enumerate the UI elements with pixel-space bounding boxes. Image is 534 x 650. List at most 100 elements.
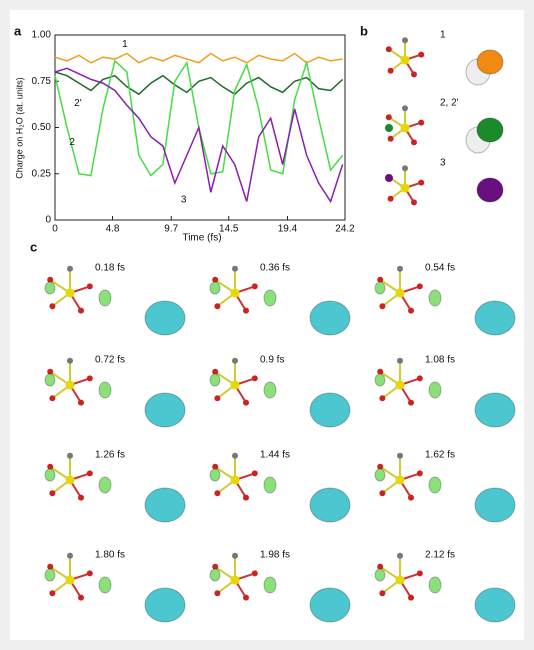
orbital	[428, 576, 442, 594]
atom	[212, 368, 219, 375]
orbital	[144, 487, 186, 523]
atom	[385, 46, 392, 53]
orbital	[98, 381, 112, 399]
x-tick-label: 0	[52, 224, 58, 235]
y-axis-label: Charge on H₂O (at. units)	[14, 77, 24, 179]
figure-panel	[10, 10, 524, 640]
y-tick-label: 0	[45, 215, 51, 226]
orbital	[44, 373, 56, 387]
orbital	[263, 576, 277, 594]
frame-time: 1.62 fs	[425, 450, 455, 461]
structure-label: 2, 2'	[440, 98, 459, 109]
atom	[377, 368, 384, 375]
atom	[230, 475, 240, 485]
atom	[408, 494, 414, 501]
atom	[395, 288, 405, 298]
atom	[411, 139, 417, 146]
atom	[395, 575, 405, 585]
line-series	[54, 67, 344, 204]
atom	[232, 452, 238, 459]
atom	[49, 303, 56, 310]
orbital	[428, 476, 442, 494]
orbital	[144, 300, 186, 336]
atom	[67, 452, 73, 459]
atom	[418, 179, 425, 186]
orbital	[309, 487, 351, 523]
orbital	[428, 289, 442, 307]
frame-time: 2.12 fs	[425, 550, 455, 561]
atom	[214, 303, 221, 310]
orbital	[44, 568, 56, 582]
atom	[67, 265, 73, 272]
orbital	[474, 300, 516, 336]
atom	[49, 490, 56, 497]
orbital	[263, 289, 277, 307]
x-tick-label: 9.7	[164, 224, 178, 235]
orbital	[309, 392, 351, 428]
atom	[408, 307, 414, 314]
atom	[86, 283, 93, 290]
orbital	[263, 476, 277, 494]
atom	[230, 575, 240, 585]
x-axis-label: Time (fs)	[182, 233, 221, 244]
x-tick-label: 14.5	[219, 224, 239, 235]
atom	[377, 276, 384, 283]
atom	[379, 303, 386, 310]
atom	[251, 283, 258, 290]
atom	[47, 276, 54, 283]
atom	[214, 395, 221, 402]
frame-time: 0.9 fs	[260, 355, 284, 366]
atom	[49, 395, 56, 402]
orbital	[263, 381, 277, 399]
atom	[78, 594, 84, 601]
orbital	[144, 587, 186, 623]
frame-time: 1.08 fs	[425, 355, 455, 366]
y-tick-label: 0.50	[32, 122, 52, 133]
atom	[78, 307, 84, 314]
atom	[230, 288, 240, 298]
series-label: 1	[122, 39, 128, 50]
atom	[232, 357, 238, 364]
atom	[230, 380, 240, 390]
orbital	[44, 281, 56, 295]
atom	[411, 199, 417, 206]
orbital	[474, 487, 516, 523]
atom	[251, 375, 258, 382]
atom	[379, 590, 386, 597]
atom	[385, 114, 392, 121]
atom	[416, 375, 423, 382]
atom	[232, 265, 238, 272]
atom	[416, 470, 423, 477]
atom	[385, 124, 393, 132]
atom	[387, 67, 394, 74]
panel-label: b	[360, 23, 368, 38]
orbital	[428, 381, 442, 399]
frame-time: 0.36 fs	[260, 263, 290, 274]
atom	[47, 563, 54, 570]
atom	[243, 594, 249, 601]
atom	[379, 395, 386, 402]
atom	[65, 380, 75, 390]
atom	[251, 470, 258, 477]
frame-time: 1.44 fs	[260, 450, 290, 461]
atom	[78, 399, 84, 406]
atom	[65, 475, 75, 485]
frame-time: 1.98 fs	[260, 550, 290, 561]
atom	[400, 55, 410, 65]
orbital	[209, 281, 221, 295]
atom	[212, 563, 219, 570]
orbital	[474, 587, 516, 623]
atom	[400, 123, 410, 133]
orbital	[309, 587, 351, 623]
atom	[416, 570, 423, 577]
atom	[387, 195, 394, 202]
orbital	[476, 117, 504, 143]
atom	[402, 165, 408, 172]
frame-time: 0.18 fs	[95, 263, 125, 274]
atom	[395, 380, 405, 390]
orbital	[474, 392, 516, 428]
orbital	[209, 373, 221, 387]
structure-label: 3	[440, 158, 446, 169]
